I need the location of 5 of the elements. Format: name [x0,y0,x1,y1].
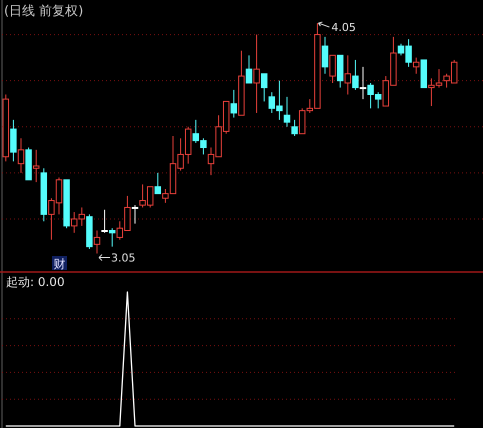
annotation: 3.05 [111,252,136,265]
chart-title: 起动: 0.00 [6,275,65,289]
annotation: 4.05 [331,21,356,34]
annotation: 财 [54,257,66,271]
chart-title: (日线 前复权) [4,4,84,19]
